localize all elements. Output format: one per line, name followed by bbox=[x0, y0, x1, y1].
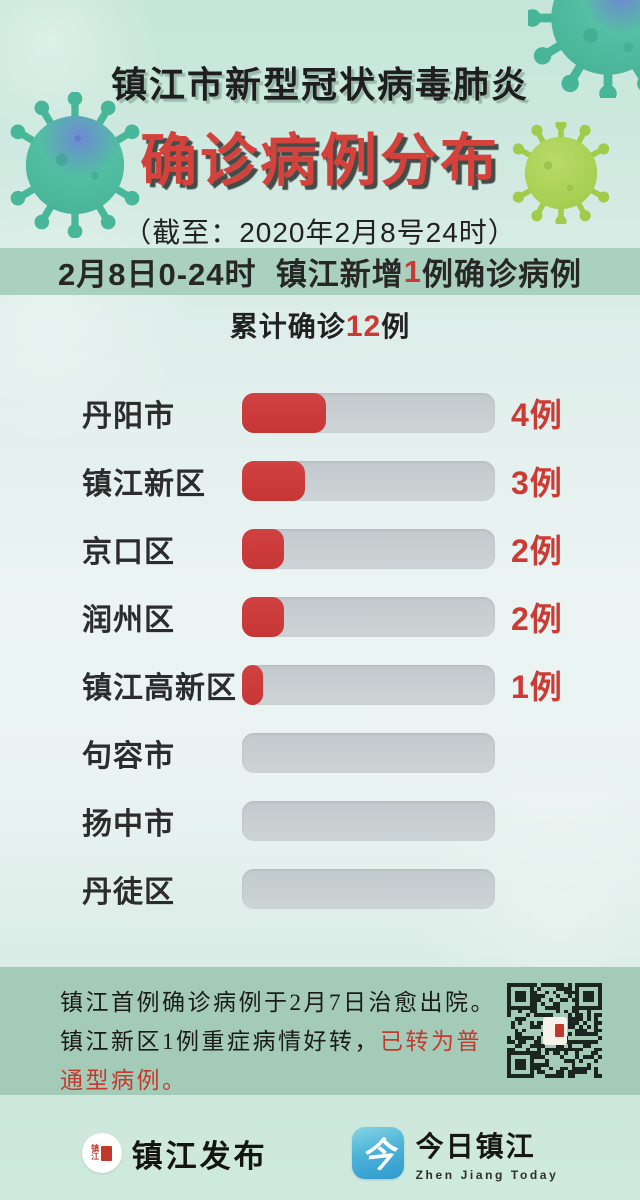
bar-fill bbox=[242, 393, 327, 433]
district-label: 丹阳市 bbox=[82, 400, 175, 433]
notice-panel: 镇江首例确诊病例于2月7日治愈出院。 镇江新区1例重症病情好转，已转为普通型病例… bbox=[0, 967, 640, 1095]
bar-track bbox=[242, 393, 495, 433]
bar-fill bbox=[242, 597, 285, 637]
brand-zhenjiang-fabu: 镇江 镇江发布 bbox=[81, 1131, 268, 1176]
bar-value: 2例 bbox=[511, 601, 563, 637]
brand-name: 镇江发布 bbox=[131, 1138, 268, 1174]
zhenjiang-fabu-seal-icon: 镇江 bbox=[81, 1133, 122, 1173]
brand-subtitle: Zhen Jiang Today bbox=[415, 1167, 559, 1182]
chart-row: 丹徒区 bbox=[0, 869, 640, 909]
brand-text: 今日镇江 Zhen Jiang Today bbox=[416, 1125, 559, 1182]
qr-code-grid bbox=[507, 983, 602, 1078]
cumulative-text: 例 bbox=[381, 311, 411, 342]
district-label: 扬中市 bbox=[82, 808, 175, 841]
bar-track bbox=[242, 461, 495, 501]
chart-row: 镇江高新区 1例 bbox=[0, 665, 640, 705]
brand-jinri-zhenjiang: 今 今日镇江 Zhen Jiang Today bbox=[351, 1125, 559, 1182]
district-label: 句容市 bbox=[82, 740, 175, 773]
bar-track bbox=[242, 733, 495, 773]
qr-logo-seal bbox=[554, 1024, 564, 1037]
bar-value: 3例 bbox=[511, 465, 563, 501]
bar-value: 4例 bbox=[511, 397, 563, 433]
bar-fill bbox=[242, 665, 264, 705]
bar-fill bbox=[242, 461, 306, 501]
bar-track bbox=[242, 529, 495, 569]
district-label: 镇江新区 bbox=[82, 468, 206, 501]
cumulative-total: 累计确诊12例 bbox=[0, 305, 640, 345]
seal-chars: 镇江 bbox=[91, 1144, 100, 1161]
bar-track bbox=[242, 597, 495, 637]
chart-row: 句容市 bbox=[0, 733, 640, 773]
chart-row: 丹阳市 4例 bbox=[0, 393, 640, 433]
page-title: 镇江市新型冠状病毒肺炎 bbox=[110, 64, 529, 105]
notice-segment: 镇江首例确诊病例于2月7日治愈出院。 镇江新区1例重症病情好转， bbox=[60, 990, 496, 1054]
district-label: 润州区 bbox=[82, 604, 175, 637]
district-label: 镇江高新区 bbox=[82, 672, 237, 705]
district-label: 京口区 bbox=[82, 536, 175, 569]
chart-row: 京口区 2例 bbox=[0, 529, 640, 569]
jinri-zhenjiang-app-icon: 今 bbox=[351, 1127, 404, 1179]
footer: 镇江 镇江发布 今 今日镇江 Zhen Jiang Today bbox=[0, 1120, 640, 1186]
qr-code bbox=[507, 983, 602, 1078]
chart-row: 扬中市 bbox=[0, 801, 640, 841]
new-cases-banner: 2月8日0-24时 镇江新增 1 例确诊病例 bbox=[0, 248, 640, 295]
district-label: 丹徒区 bbox=[82, 876, 175, 909]
bar-value: 1例 bbox=[511, 669, 563, 705]
cumulative-text: 累计确诊 bbox=[229, 311, 346, 342]
app-icon-glyph: 今 bbox=[359, 1135, 397, 1177]
brand-name: 今日镇江 bbox=[415, 1130, 536, 1162]
chart-row: 镇江新区 3例 bbox=[0, 461, 640, 501]
notice-segment-highlight: 已转为普通型病例。 bbox=[60, 1029, 482, 1093]
banner-text: 例确诊病例 bbox=[422, 257, 582, 292]
bar-fill bbox=[242, 529, 285, 569]
bar-track bbox=[242, 665, 495, 705]
bar-track bbox=[242, 801, 495, 841]
cases-bar-chart: 丹阳市 4例 镇江新区 3例 京口区 2例 润州区 2例 镇江高新区 1例 句容… bbox=[0, 393, 640, 937]
header: 镇江市新型冠状病毒肺炎 确诊病例分布 （截至：2020年2月8号24时） bbox=[0, 56, 640, 251]
notice-text: 镇江首例确诊病例于2月7日治愈出院。 镇江新区1例重症病情好转，已转为普通型病例… bbox=[60, 983, 502, 1100]
chart-row: 润州区 2例 bbox=[0, 597, 640, 637]
bar-track bbox=[242, 869, 495, 909]
as-of-date: （截至：2020年2月8号24时） bbox=[123, 217, 517, 248]
page-title-highlight: 确诊病例分布 bbox=[140, 129, 500, 193]
banner-new-count: 1 bbox=[403, 253, 422, 289]
bar-value: 2例 bbox=[511, 533, 563, 569]
seal-block bbox=[101, 1145, 113, 1161]
qr-center-logo-icon bbox=[542, 1016, 567, 1045]
banner-text: 2月8日0-24时 镇江新增 bbox=[57, 257, 404, 292]
cumulative-count: 12 bbox=[345, 310, 382, 343]
